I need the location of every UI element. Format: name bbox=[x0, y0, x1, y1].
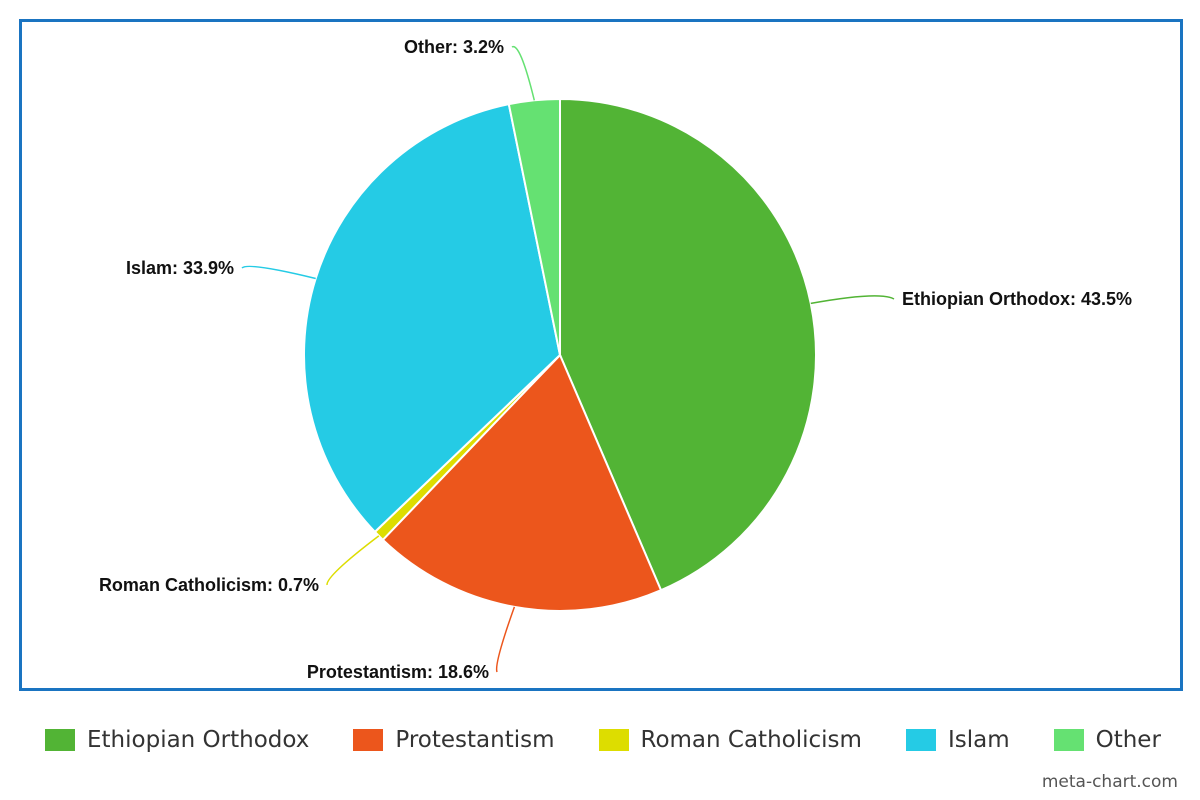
legend-swatch bbox=[598, 729, 629, 751]
data-label-other: Other: 3.2% bbox=[404, 37, 504, 57]
legend-label: Ethiopian Orthodox bbox=[87, 727, 310, 753]
data-label-roman-catholicism: Roman Catholicism: 0.7% bbox=[99, 575, 319, 595]
legend-item-other: Other bbox=[1053, 727, 1161, 753]
legend-item-protestantism: Protestantism bbox=[353, 727, 555, 753]
legend-swatch bbox=[1053, 729, 1084, 751]
legend-swatch bbox=[353, 729, 384, 751]
legend-item-roman-catholicism: Roman Catholicism bbox=[598, 727, 862, 753]
pie-slice-protestantism bbox=[381, 354, 663, 612]
pie-slice-ethiopian-orthodox bbox=[559, 98, 817, 592]
legend-swatch bbox=[45, 729, 75, 751]
label-connector-roman-catholicism bbox=[326, 535, 380, 586]
legend-label: Other bbox=[1095, 727, 1161, 753]
pie-slice-islam bbox=[303, 103, 561, 533]
pie-chart: Ethiopian Orthodox: 43.5% Protestantism: … bbox=[99, 37, 1132, 682]
data-label-protestantism: Protestantism: 18.6% bbox=[307, 662, 489, 682]
legend: Ethiopian Orthodox Protestantism Roman Cat… bbox=[45, 722, 1200, 758]
legend-item-islam: Islam bbox=[905, 727, 1010, 753]
data-label-ethiopian-orthodox: Ethiopian Orthodox: 43.5% bbox=[902, 289, 1132, 309]
label-connector-other bbox=[511, 45, 536, 101]
legend-item-ethiopian-orthodox: Ethiopian Orthodox bbox=[45, 727, 309, 753]
legend-label: Islam bbox=[947, 727, 1010, 753]
data-label-islam: Islam: 33.9% bbox=[126, 258, 234, 278]
legend-swatch bbox=[905, 729, 936, 751]
chart-frame: Ethiopian Orthodox: 43.5% Protestantism: … bbox=[19, 19, 1183, 691]
legend-label: Protestantism bbox=[395, 727, 555, 753]
label-connector-islam bbox=[241, 265, 316, 280]
legend-label: Roman Catholicism bbox=[640, 727, 862, 753]
watermark: meta-chart.com bbox=[1041, 772, 1178, 792]
label-connector-protestantism bbox=[495, 606, 516, 673]
label-connector-ethiopian-orthodox bbox=[810, 295, 895, 305]
